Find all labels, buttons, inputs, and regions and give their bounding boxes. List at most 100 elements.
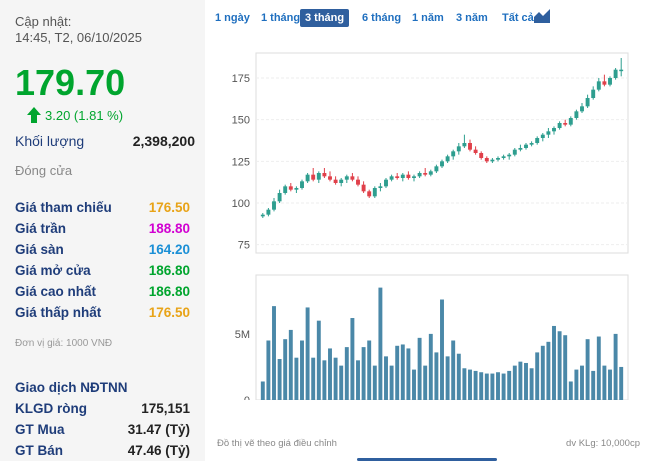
- candle-body: [546, 131, 551, 135]
- candle-body: [524, 144, 528, 148]
- candle-body: [434, 166, 439, 172]
- volume-bar: [512, 365, 517, 400]
- candle-body: [328, 176, 332, 180]
- candle-body: [361, 184, 366, 192]
- volume-bar: [602, 365, 607, 400]
- candle-body: [260, 214, 265, 217]
- price-row: Giá cao nhất 186.80: [15, 284, 190, 302]
- candle-body: [294, 188, 299, 190]
- price-row-label: Giá trần: [15, 221, 67, 236]
- volume-bar: [557, 331, 562, 400]
- price-row: Giá thấp nhất 176.50: [15, 305, 190, 323]
- volume-panel-frame: [255, 274, 629, 400]
- candle-body: [372, 188, 377, 197]
- candle-body: [283, 186, 288, 193]
- candle-body: [585, 98, 590, 107]
- volume-bar: [417, 337, 422, 400]
- update-label: Cập nhật:: [15, 14, 72, 29]
- volume-bar: [540, 345, 545, 400]
- volume-bar: [484, 373, 489, 400]
- volume-label: Khối lượng: [15, 133, 85, 149]
- price-row-label: Giá mở cửa: [15, 263, 91, 278]
- volume-tick-label: 5M: [235, 329, 250, 341]
- session-status: Đóng cửa: [15, 163, 73, 178]
- foreign-trade-label: GT Bán: [15, 443, 64, 458]
- volume-bar: [563, 335, 568, 400]
- volume-tick-label: 0: [244, 395, 250, 400]
- volume-bar: [591, 370, 596, 400]
- tab-range[interactable]: 1 năm: [412, 12, 444, 24]
- volume-bar: [283, 339, 288, 400]
- volume-bar: [462, 368, 467, 400]
- price-tick-label: 125: [232, 156, 250, 168]
- foreign-trade-value: 175,151: [141, 401, 190, 416]
- tab-range[interactable]: 6 tháng: [362, 12, 402, 24]
- candle-body: [479, 153, 484, 158]
- tab-range[interactable]: 3 năm: [456, 12, 488, 24]
- volume-bar: [339, 365, 344, 400]
- candle-body: [333, 179, 338, 183]
- candle-body: [580, 106, 584, 112]
- candle-body: [356, 179, 360, 185]
- scroll-indicator[interactable]: [357, 458, 497, 461]
- tab-range[interactable]: 1 tháng: [261, 12, 301, 24]
- update-time: 14:45, T2, 06/10/2025: [15, 30, 142, 45]
- price-row-value: 176.50: [148, 305, 190, 320]
- current-price: 179.70: [15, 62, 126, 103]
- candle-body: [277, 193, 282, 202]
- candle-body: [288, 186, 293, 190]
- candle-body: [535, 138, 540, 143]
- tab-range[interactable]: 3 tháng: [300, 9, 350, 27]
- volume-bar: [479, 372, 484, 400]
- volume-bar: [389, 365, 394, 400]
- candle-body: [305, 174, 310, 182]
- volume-bar: [400, 344, 405, 400]
- candle-body: [395, 176, 400, 178]
- candle-body: [462, 143, 467, 147]
- price-row: Giá sàn 164.20: [15, 242, 190, 260]
- candle-body: [367, 191, 372, 197]
- volume-bar: [350, 318, 355, 400]
- price-row-label: Giá tham chiếu: [15, 200, 112, 215]
- tab-range[interactable]: 1 ngày: [215, 12, 250, 24]
- volume-bar: [585, 339, 590, 400]
- volume-row: Khối lượng 2,398,200: [15, 133, 195, 151]
- candle-body: [507, 154, 512, 157]
- candle-body: [266, 209, 271, 215]
- candle-body: [389, 176, 394, 180]
- up-arrow-icon: [27, 107, 41, 123]
- volume-bar: [574, 369, 579, 400]
- candle-body: [428, 171, 433, 175]
- candle-body: [557, 123, 562, 128]
- stock-info-panel: Cập nhật: 14:45, T2, 06/10/2025 179.70 3…: [0, 0, 205, 461]
- candle-body: [300, 181, 304, 188]
- price-row-label: Giá sàn: [15, 242, 64, 257]
- candle-body: [445, 156, 450, 162]
- candle-body: [322, 173, 327, 177]
- volume-bar: [406, 348, 411, 400]
- candle-body: [613, 69, 618, 78]
- volume-bar: [266, 340, 271, 400]
- price-row-value: 186.80: [148, 263, 190, 278]
- candle-body: [574, 111, 579, 118]
- volume-bar: [294, 357, 299, 400]
- foreign-trade-row: GT Bán 47.46 (Tỷ): [15, 443, 190, 461]
- candle-body: [496, 158, 500, 160]
- volume-bar: [473, 370, 478, 400]
- chart-type-icon[interactable]: [534, 9, 550, 23]
- volume-bar: [344, 347, 349, 400]
- volume-bar: [596, 336, 601, 400]
- volume-bar: [305, 307, 310, 400]
- volume-value: 2,398,200: [132, 133, 195, 149]
- candle-body: [417, 173, 422, 177]
- candle-body: [608, 78, 612, 85]
- volume-bar: [535, 352, 540, 400]
- candle-body: [311, 174, 316, 180]
- volume-bar: [619, 366, 624, 400]
- candle-body: [440, 161, 444, 167]
- candle-body: [512, 149, 517, 155]
- price-panel-frame: [255, 52, 629, 254]
- update-info: Cập nhật: 14:45, T2, 06/10/2025: [15, 14, 142, 46]
- volume-bar: [311, 357, 316, 400]
- tab-range[interactable]: Tất cả: [502, 12, 534, 24]
